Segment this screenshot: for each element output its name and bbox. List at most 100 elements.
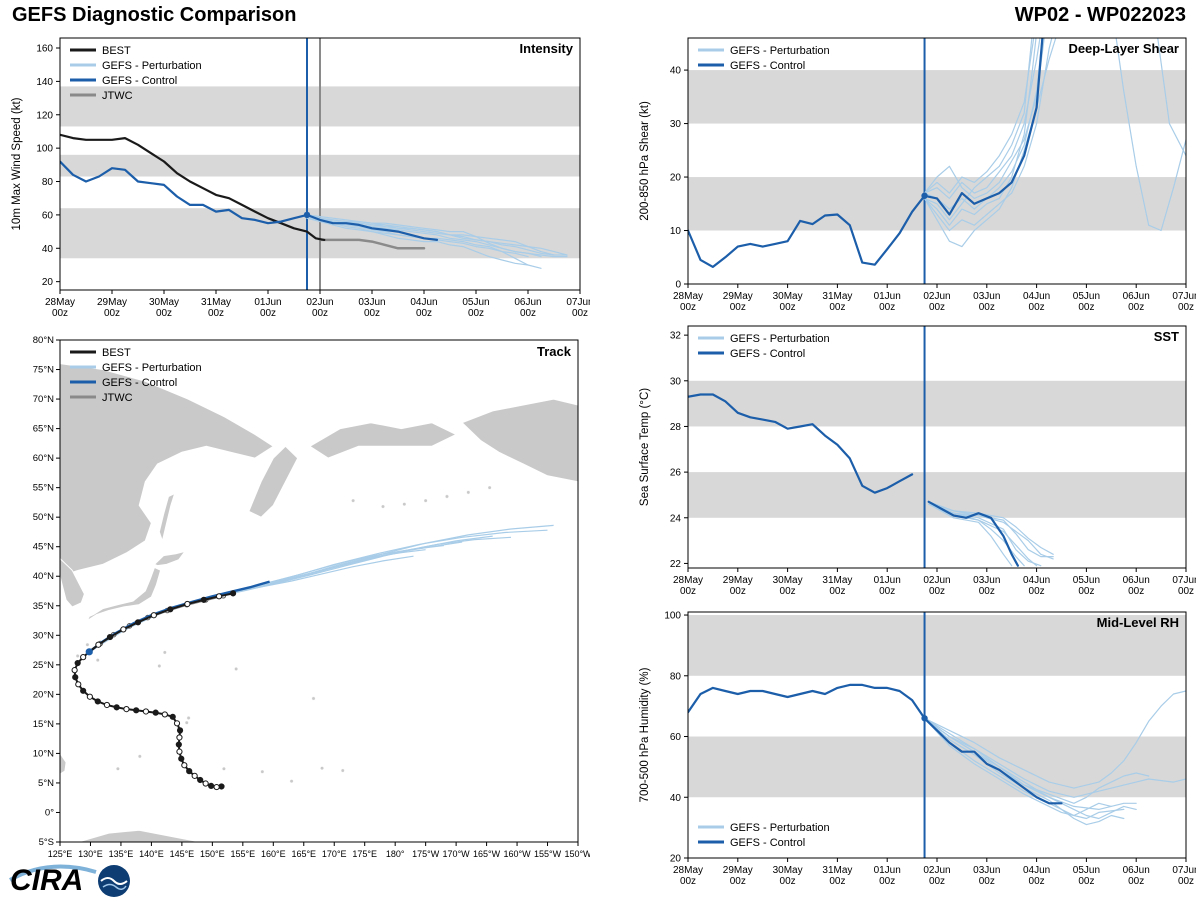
svg-text:30°N: 30°N: [33, 630, 54, 641]
svg-text:200-850 hPa Shear (kt): 200-850 hPa Shear (kt): [639, 101, 651, 221]
svg-text:80: 80: [42, 177, 54, 188]
svg-text:20: 20: [670, 173, 682, 184]
svg-text:155°E: 155°E: [231, 849, 256, 859]
svg-text:135°E: 135°E: [109, 849, 134, 859]
svg-text:50°N: 50°N: [33, 512, 54, 523]
svg-text:GEFS - Perturbation: GEFS - Perturbation: [730, 822, 830, 834]
svg-text:10: 10: [670, 226, 682, 237]
svg-text:25°N: 25°N: [33, 660, 54, 671]
svg-text:32: 32: [670, 331, 682, 342]
svg-text:JTWC: JTWC: [102, 392, 133, 404]
svg-text:30: 30: [670, 119, 682, 130]
svg-text:165°E: 165°E: [291, 849, 316, 859]
svg-text:JTWC: JTWC: [102, 90, 133, 102]
svg-text:26: 26: [670, 468, 682, 479]
svg-text:GEFS - Control: GEFS - Control: [730, 60, 805, 72]
svg-text:165°W: 165°W: [473, 849, 501, 859]
logo-swoosh: [9, 864, 97, 882]
intensity-chart: 20 40 60 80 100 120 140 160 28May 00z 29May 00z 30Ma…: [6, 30, 594, 328]
svg-text:60: 60: [670, 732, 682, 743]
svg-text:120: 120: [36, 110, 53, 121]
track-map: 5°S 0° 5°N 10°N 15°N 20°N 25°N 30°N 35°N 40°N 45°N…: [6, 332, 592, 878]
svg-text:07Jun00z: 07Jun00z: [1172, 575, 1196, 597]
svg-text:40: 40: [670, 793, 682, 804]
svg-text:140: 140: [36, 77, 53, 88]
svg-text:SST: SST: [1154, 329, 1179, 344]
svg-text:10m Max Wind Speed (kt): 10m Max Wind Speed (kt): [11, 97, 23, 230]
svg-text:140°E: 140°E: [139, 849, 164, 859]
svg-text:80: 80: [670, 671, 682, 682]
svg-text:0°: 0°: [45, 807, 54, 818]
svg-text:100: 100: [36, 144, 53, 155]
svg-text:GEFS - Perturbation: GEFS - Perturbation: [102, 60, 202, 72]
svg-text:60: 60: [42, 210, 54, 221]
rh-chart: 20 40 60 80 100 28May 00z 29May 00z 30May 00z 31May…: [634, 604, 1200, 896]
page-title: GEFS Diagnostic Comparison: [12, 4, 297, 26]
svg-text:07Jun00z: 07Jun00z: [1172, 865, 1196, 887]
svg-text:BEST: BEST: [102, 347, 131, 359]
svg-text:125°E: 125°E: [48, 849, 73, 859]
svg-text:Track: Track: [537, 344, 572, 359]
svg-text:175°W: 175°W: [412, 849, 440, 859]
svg-text:80°N: 80°N: [33, 335, 54, 346]
svg-text:10°N: 10°N: [33, 748, 54, 759]
svg-text:60°N: 60°N: [33, 453, 54, 464]
shear-chart: 0 10 20 30 40 28May 00z 29May 00z 30May 00z 31May 00…: [634, 30, 1200, 322]
svg-text:70°N: 70°N: [33, 394, 54, 405]
svg-text:07Jun00z: 07Jun00z: [1172, 291, 1196, 313]
sst-chart: 22 24 26 28 30 32 28May 00z 29May 00z 30May 00z 31Ma…: [634, 318, 1200, 606]
svg-text:160°E: 160°E: [261, 849, 286, 859]
svg-text:GEFS - Perturbation: GEFS - Perturbation: [102, 362, 202, 374]
svg-text:Mid-Level RH: Mid-Level RH: [1097, 615, 1179, 630]
svg-text:5°S: 5°S: [39, 837, 54, 848]
svg-text:65°N: 65°N: [33, 424, 54, 435]
svg-text:40: 40: [670, 66, 682, 77]
svg-text:5°N: 5°N: [38, 778, 54, 789]
svg-text:Sea Surface Temp (°C): Sea Surface Temp (°C): [639, 388, 651, 506]
svg-text:700-500 hPa Humidity (%): 700-500 hPa Humidity (%): [639, 667, 651, 802]
svg-text:155°W: 155°W: [534, 849, 562, 859]
svg-text:24: 24: [670, 513, 682, 524]
svg-text:175°E: 175°E: [352, 849, 377, 859]
svg-text:100: 100: [664, 611, 681, 622]
svg-text:GEFS - Perturbation: GEFS - Perturbation: [730, 333, 830, 345]
svg-text:Intensity: Intensity: [520, 41, 574, 56]
logo-badge-wave: [100, 877, 128, 885]
svg-text:170°W: 170°W: [443, 849, 471, 859]
svg-text:GEFS - Control: GEFS - Control: [730, 348, 805, 360]
svg-text:20: 20: [42, 277, 54, 288]
svg-text:28: 28: [670, 422, 682, 433]
svg-text:20: 20: [670, 854, 682, 865]
svg-text:BEST: BEST: [102, 45, 131, 57]
